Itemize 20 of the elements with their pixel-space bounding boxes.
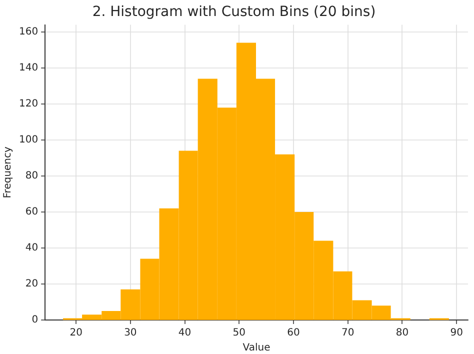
y-axis-title: Frequency — [2, 146, 14, 198]
chart-title: 2. Histogram with Custom Bins (20 bins) — [92, 4, 376, 20]
x-tick-label: 90 — [450, 328, 463, 339]
y-tick-label: 120 — [18, 98, 38, 110]
y-tick-label: 140 — [18, 62, 38, 74]
x-axis-title: Value — [242, 342, 270, 354]
y-tick-label: 40 — [25, 242, 38, 254]
y-tick-label: 60 — [25, 206, 38, 218]
x-tick-label: 70 — [342, 328, 354, 339]
x-tick-label: 40 — [178, 328, 192, 339]
y-tick-label: 20 — [25, 278, 38, 290]
y-tick-label: 80 — [25, 170, 38, 182]
y-tick-label: 0 — [32, 314, 38, 326]
x-tick-label: 80 — [396, 328, 409, 339]
x-tick-label: 50 — [232, 328, 246, 339]
x-tick-label: 20 — [70, 328, 82, 339]
y-tick-label: 100 — [18, 134, 38, 146]
x-tick-label: 30 — [124, 328, 137, 339]
x-tick-label: 60 — [287, 328, 300, 339]
y-tick-label: 160 — [18, 26, 38, 38]
